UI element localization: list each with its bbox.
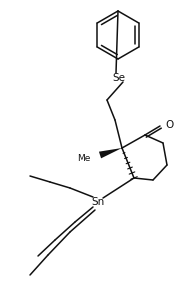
Text: Sn: Sn — [91, 197, 105, 207]
Text: O: O — [165, 120, 173, 130]
Text: Me: Me — [77, 153, 90, 163]
Text: Se: Se — [112, 73, 125, 83]
Polygon shape — [99, 148, 122, 158]
